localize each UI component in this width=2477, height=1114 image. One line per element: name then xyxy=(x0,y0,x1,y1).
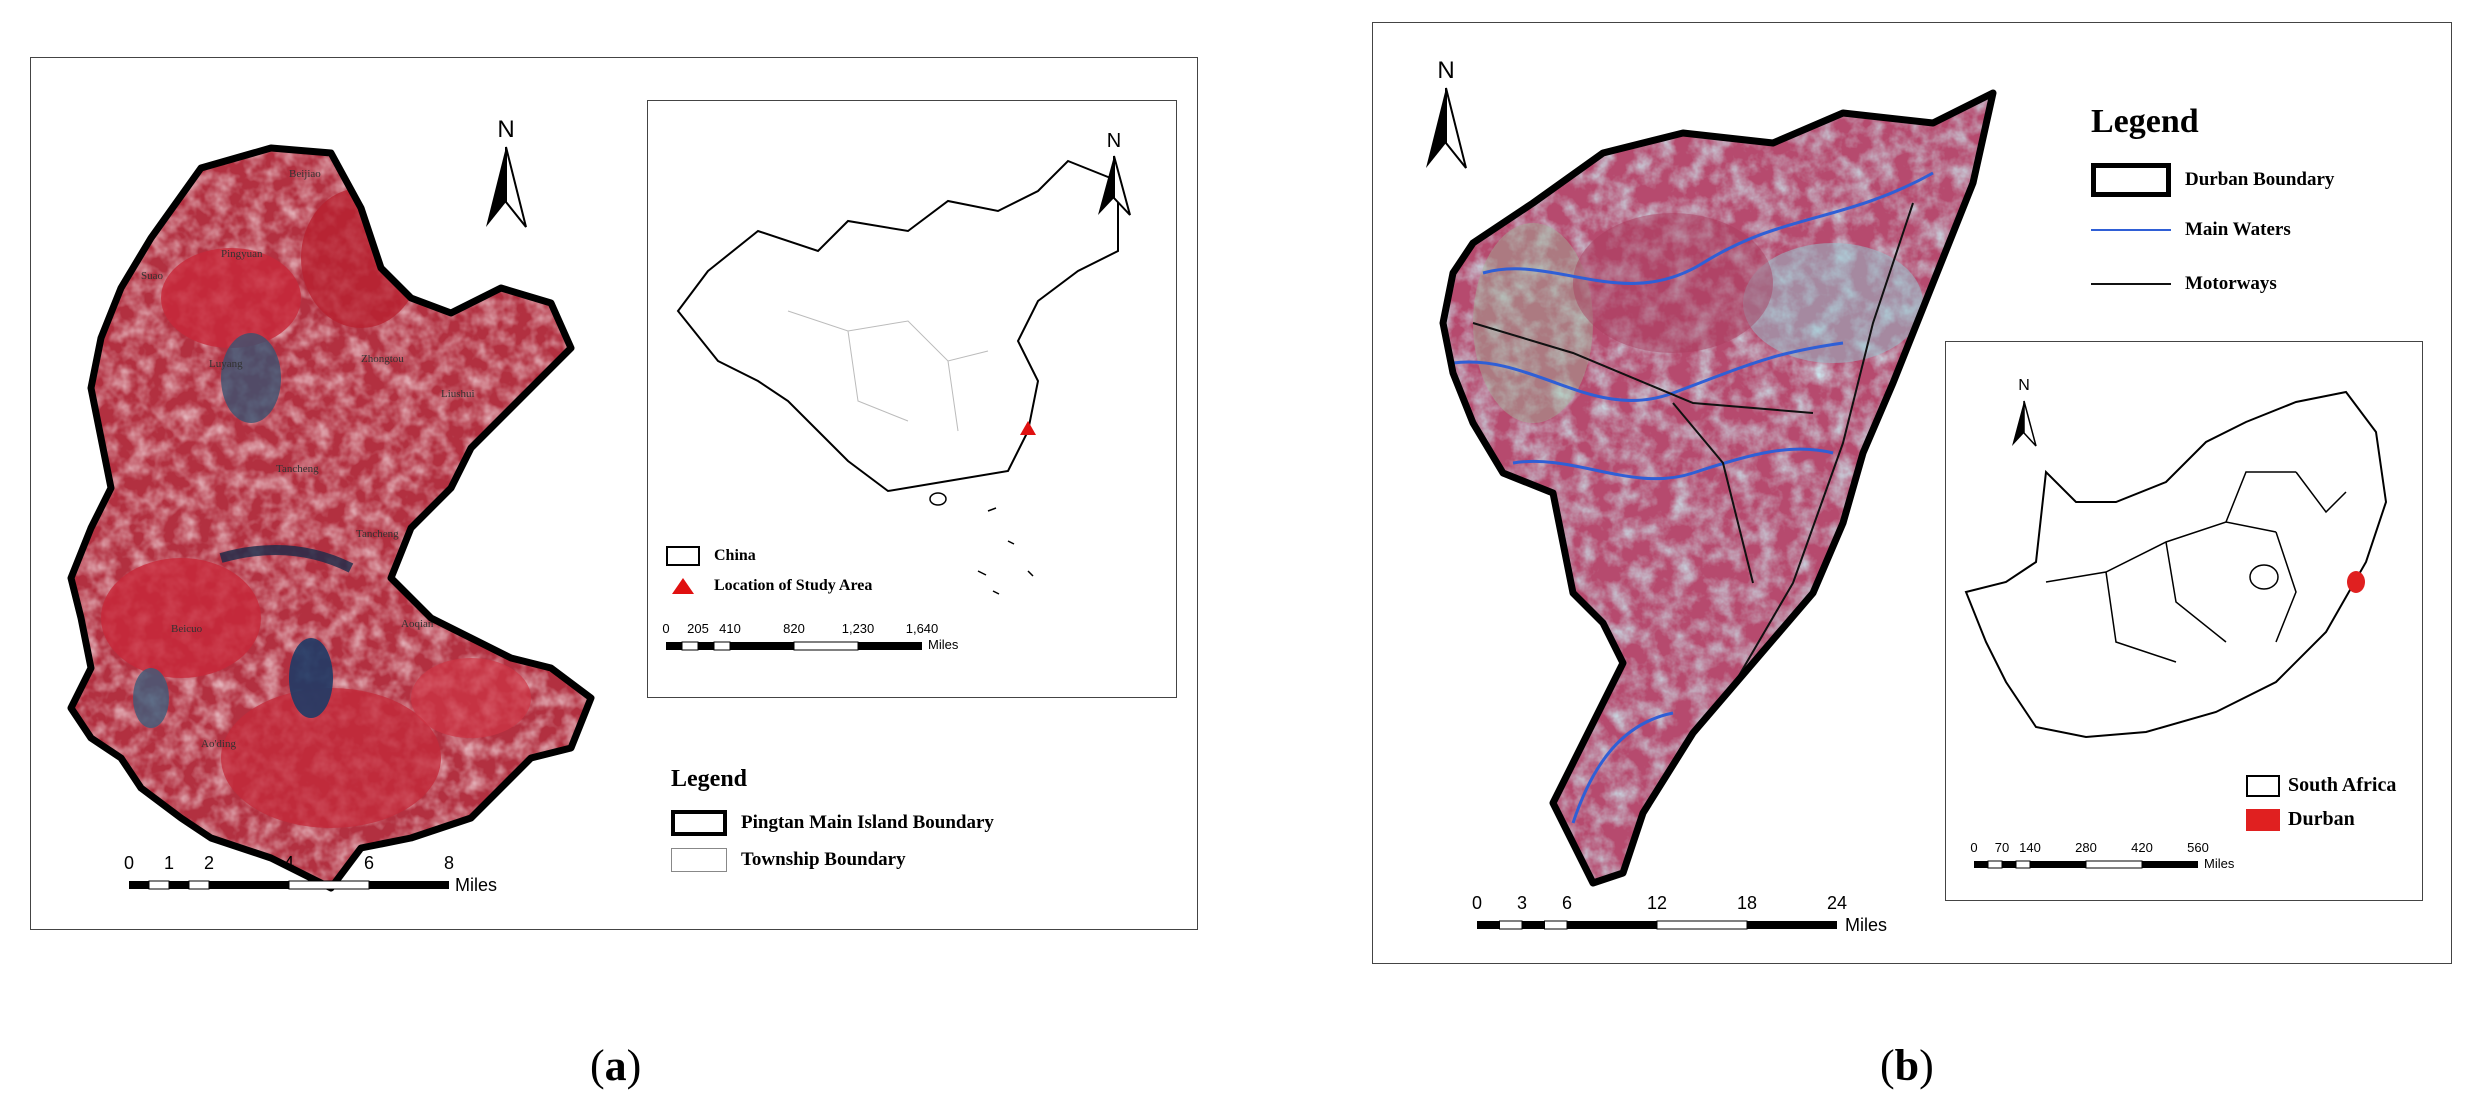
scale-bar-graphic xyxy=(129,880,449,890)
pingtan-boundary xyxy=(67,144,595,892)
town-label: Zhongtou xyxy=(361,353,404,365)
scale-bar: 0 3 6 12 18 24 Miles xyxy=(1471,893,1888,935)
town-label: Ao'ding xyxy=(201,738,236,750)
china-outline xyxy=(676,159,1119,595)
panel-b-frame: N Legend Durban Boundary Main Waters Mot… xyxy=(1372,22,2452,964)
south-africa-inset: N South Africa Durban 0 70 140 280 420 xyxy=(1945,341,2423,901)
town-label: Beicuo xyxy=(171,623,203,635)
town-label: Suao xyxy=(141,270,163,282)
legend-title: Legend xyxy=(671,766,748,792)
legend-motorways: Motorways xyxy=(2091,273,2277,295)
thin-box-swatch xyxy=(671,848,727,872)
panel-a-frame: Beijiao Pingyuan Suao Luyang Zhongtou Li… xyxy=(30,57,1198,930)
inset-legend-china: China xyxy=(666,546,756,566)
thick-box-swatch xyxy=(2091,163,2171,197)
inset-north-arrow-icon xyxy=(2012,400,2037,447)
legend-pingtan-boundary: Pingtan Main Island Boundary xyxy=(671,810,994,836)
durban-boundary xyxy=(1439,89,1997,887)
town-label: Pingyuan xyxy=(221,248,263,260)
inset-scale-bar: 0 205 410 820 1,230 1,640 Miles xyxy=(662,621,959,652)
inset-north-arrow-icon xyxy=(1098,155,1131,216)
south-africa-outline xyxy=(1964,390,2388,739)
north-arrow-icon xyxy=(486,146,527,228)
town-label: Luyang xyxy=(209,358,243,370)
china-inset: N China Location of Study Area 0 205 410… xyxy=(647,100,1177,698)
black-line-icon xyxy=(2091,283,2171,285)
legend-main-waters: Main Waters xyxy=(2091,219,2291,241)
legend-township-boundary: Township Boundary xyxy=(671,848,906,872)
china-swatch xyxy=(666,546,700,566)
inset-legend-study-area: Location of Study Area xyxy=(666,576,872,596)
town-label: Aoqian xyxy=(401,618,434,630)
study-area-marker xyxy=(1020,421,1036,435)
town-label: Liushui xyxy=(441,388,475,400)
town-label: Beijiao xyxy=(289,168,321,180)
blue-line-icon xyxy=(2091,229,2171,231)
south-africa-swatch xyxy=(2246,774,2280,797)
town-label: Tancheng xyxy=(276,463,319,475)
inset-scale-bar-graphic xyxy=(666,641,922,651)
durban-map xyxy=(1439,89,1997,887)
red-triangle-icon xyxy=(672,578,694,594)
scale-bar-graphic xyxy=(1477,920,1837,930)
inset-scale-bar: 0 70 140 280 420 560 Miles xyxy=(1970,840,2235,871)
inset-scale-bar-graphic xyxy=(1974,860,2198,869)
town-label: Tancheng xyxy=(356,528,399,540)
north-arrow-icon xyxy=(1426,87,1467,169)
durban-marker xyxy=(2347,571,2365,593)
inset-north-arrow: N xyxy=(1094,129,1134,223)
inset-north-arrow: N xyxy=(2008,374,2040,453)
inset-legend-durban: Durban xyxy=(2246,808,2355,831)
inset-legend-south-africa: South Africa xyxy=(2246,774,2396,797)
durban-swatch xyxy=(2246,808,2280,831)
north-arrow: N xyxy=(1421,59,1471,178)
north-label: N xyxy=(497,116,515,143)
caption-a: (a) xyxy=(590,1041,642,1090)
scale-bar: 0 1 2 4 6 8 Miles xyxy=(123,853,498,895)
pingtan-map xyxy=(67,144,595,892)
thick-box-swatch xyxy=(671,810,727,836)
caption-b: (b) xyxy=(1880,1041,1934,1090)
north-arrow: N xyxy=(481,118,531,237)
legend-title: Legend xyxy=(2091,103,2199,140)
legend-durban-boundary: Durban Boundary xyxy=(2091,163,2334,197)
